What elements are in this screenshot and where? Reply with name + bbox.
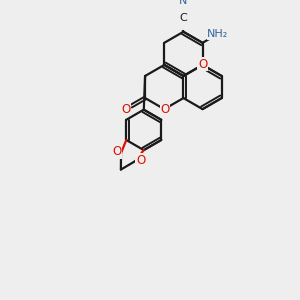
Text: O: O bbox=[136, 154, 145, 166]
Text: N: N bbox=[179, 0, 188, 6]
Text: NH₂: NH₂ bbox=[207, 29, 228, 39]
Text: O: O bbox=[112, 146, 122, 158]
Text: O: O bbox=[198, 58, 207, 71]
Text: O: O bbox=[160, 103, 170, 116]
Text: O: O bbox=[122, 103, 130, 116]
Text: C: C bbox=[180, 13, 187, 23]
